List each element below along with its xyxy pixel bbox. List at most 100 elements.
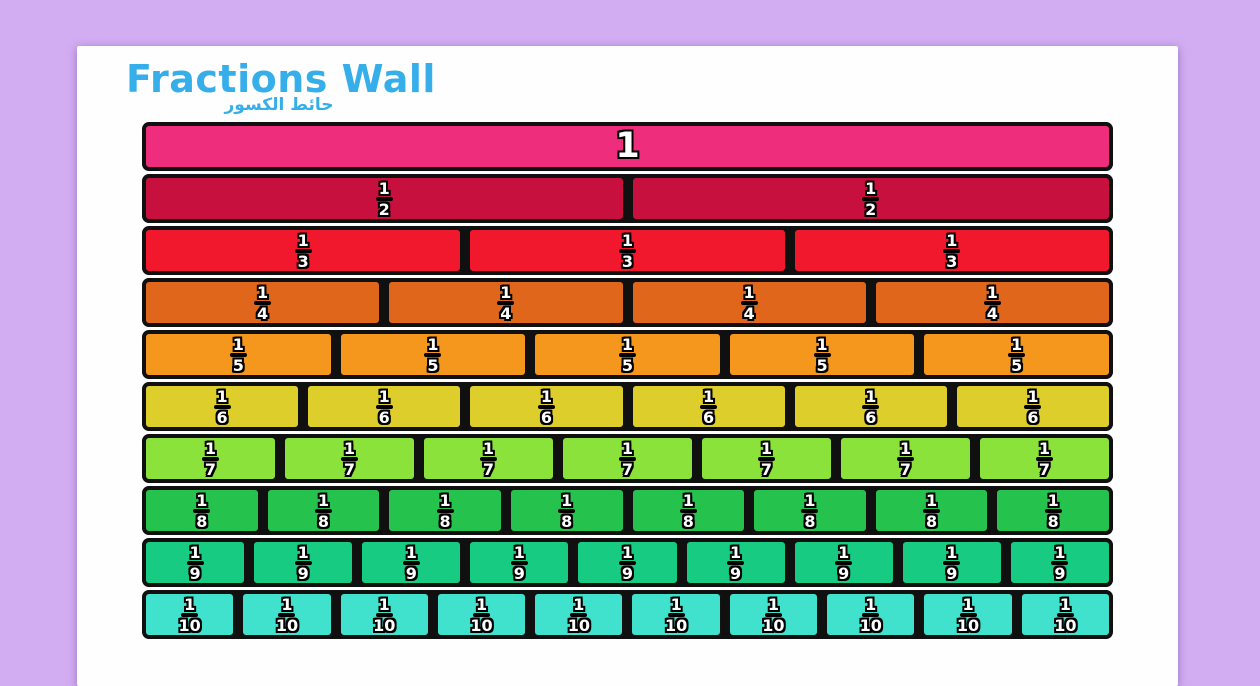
fraction-denominator: 2 [865, 199, 877, 219]
fraction-brick: 1 10 [628, 590, 724, 639]
fraction-bar [314, 508, 332, 513]
fraction-denominator: 8 [1047, 511, 1059, 531]
fraction-numerator: 1 [561, 490, 573, 510]
fraction-numerator: 1 [378, 594, 390, 614]
fraction-bar [402, 560, 420, 565]
page-title-arabic: حائط الكسور [224, 95, 334, 115]
fraction-bar [1024, 404, 1042, 409]
fraction-bar [943, 560, 961, 565]
fraction-numerator: 1 [189, 542, 201, 562]
fraction-numerator: 1 [317, 490, 329, 510]
fraction-numerator: 1 [865, 178, 877, 198]
fraction-numerator: 1 [621, 230, 634, 250]
fraction-bar [801, 508, 819, 513]
fraction-denominator: 3 [946, 251, 958, 271]
fraction-bar [983, 300, 1001, 305]
fraction-brick: 1 [142, 122, 1113, 171]
fraction-brick: 1 10 [920, 590, 1016, 639]
fraction-numerator: 1 [281, 594, 293, 614]
fraction-bar [897, 456, 914, 461]
fraction-denominator: 7 [899, 459, 912, 479]
fraction-numerator: 1 [962, 594, 974, 614]
fraction-denominator: 7 [482, 459, 495, 479]
fraction-numerator: 1 [540, 386, 552, 406]
fraction-label: 1 10 [568, 596, 590, 633]
fraction-numerator: 1 [621, 542, 634, 562]
fraction-numerator: 1 [767, 594, 779, 614]
fraction-numerator: 1 [1038, 438, 1051, 458]
fraction-denominator: 7 [1038, 459, 1051, 479]
fraction-denominator: 4 [500, 303, 512, 323]
fraction-bar [497, 300, 515, 305]
fraction-bar [294, 248, 312, 253]
fraction-denominator: 5 [1011, 355, 1023, 375]
fraction-numerator: 1 [730, 542, 742, 562]
fraction-brick: 1 10 [142, 590, 238, 639]
fraction-denominator: 9 [405, 563, 417, 583]
fraction-numerator: 1 [865, 386, 877, 406]
fraction-bar [667, 612, 685, 617]
fraction-bar [959, 612, 977, 617]
fraction-numerator: 1 [378, 386, 390, 406]
fraction-denominator: 5 [427, 355, 439, 375]
fraction-bar [424, 352, 442, 357]
fraction-bar [1044, 508, 1062, 513]
fraction-denominator: 9 [838, 563, 850, 583]
fraction-denominator: 4 [743, 303, 755, 323]
fraction-bar [480, 456, 497, 461]
fraction-bar [570, 612, 588, 617]
fraction-label: 1 10 [957, 594, 979, 633]
fraction-brick: 1 10 [823, 590, 919, 639]
fraction-bar [740, 300, 758, 305]
fraction-bar [813, 352, 831, 357]
fraction-bar [375, 404, 393, 409]
fraction-bar [862, 404, 880, 409]
fraction-bar [1051, 560, 1069, 565]
fraction-bar [537, 404, 555, 409]
fraction-denominator: 7 [204, 459, 217, 479]
fraction-denominator: 7 [621, 459, 634, 479]
fraction-numerator: 1 [865, 594, 877, 614]
fraction-bar [1056, 612, 1074, 617]
fraction-bar [510, 560, 528, 565]
fraction-bar [943, 248, 961, 253]
fraction-denominator: 6 [540, 407, 552, 427]
fraction-numerator: 1 [621, 334, 634, 354]
fraction-numerator: 1 [804, 490, 816, 510]
fraction-denominator: 5 [816, 355, 828, 375]
fraction-denominator: 6 [1027, 407, 1039, 427]
fraction-label: 1 10 [860, 594, 882, 633]
fraction-denominator: 9 [621, 563, 634, 583]
fraction-denominator: 9 [513, 563, 525, 583]
fraction-bar [700, 404, 718, 409]
fraction-bar [254, 300, 272, 305]
